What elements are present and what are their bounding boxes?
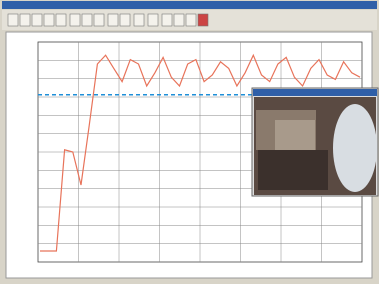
image-region [275,120,315,150]
toolbar-button[interactable] [198,14,208,26]
toolbar-button[interactable] [94,14,104,26]
toolbar-button[interactable] [148,14,158,26]
toolbar-button[interactable] [56,14,66,26]
toolbar-button[interactable] [108,14,118,26]
inset-title-bar [253,89,377,96]
title-bar [2,1,377,9]
image-region [258,150,328,190]
app-window [0,0,379,284]
toolbar-button[interactable] [32,14,42,26]
screen [0,0,379,284]
toolbar-button[interactable] [20,14,30,26]
image-region [333,104,377,192]
toolbar-button[interactable] [82,14,92,26]
toolbar-button[interactable] [8,14,18,26]
toolbar-button[interactable] [186,14,196,26]
toolbar-button[interactable] [120,14,130,26]
toolbar-button[interactable] [44,14,54,26]
toolbar-button[interactable] [162,14,172,26]
toolbar-button[interactable] [174,14,184,26]
toolbar-button[interactable] [70,14,80,26]
inset-window [252,88,378,196]
toolbar-button[interactable] [134,14,144,26]
